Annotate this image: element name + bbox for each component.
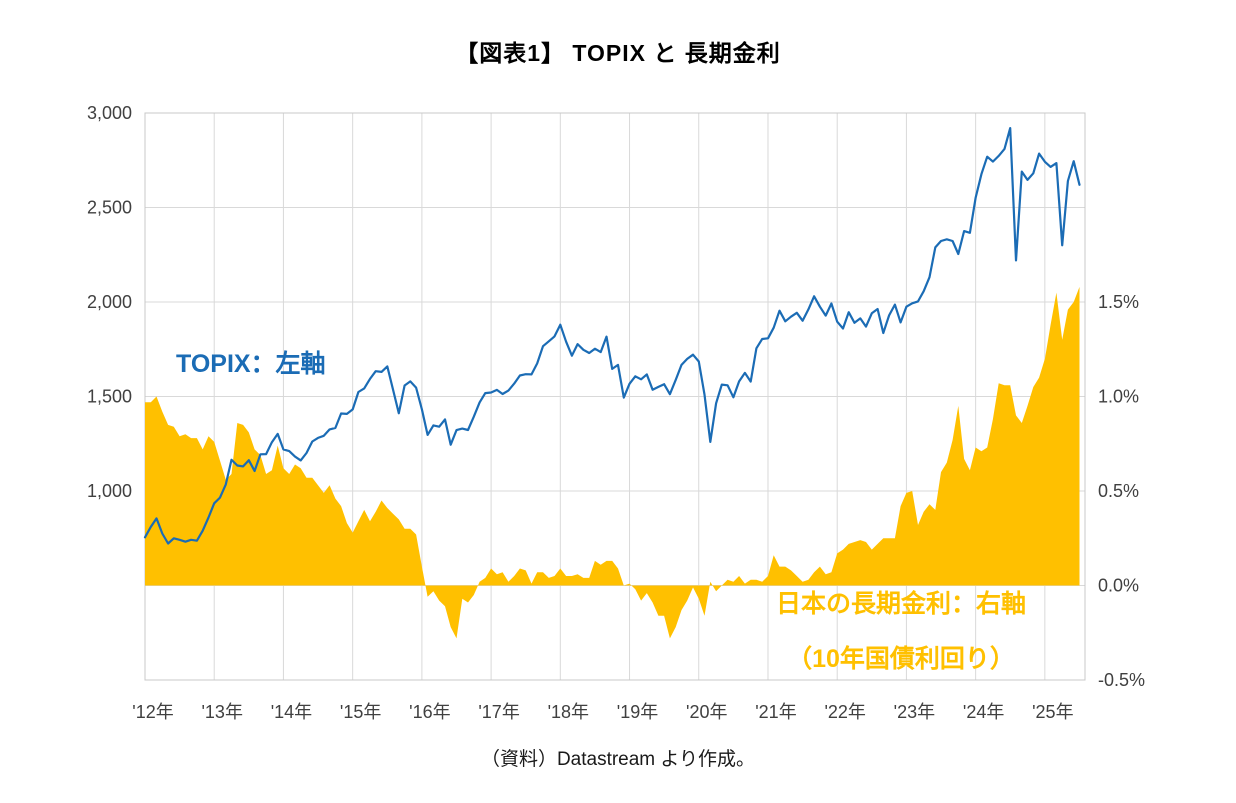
x-axis-tick-label: '21年 <box>755 702 796 722</box>
x-axis-tick-label: '17年 <box>478 702 519 722</box>
yield-series-label-line1: 日本の長期金利：右軸 <box>775 590 1026 618</box>
left-axis-tick-label: 1,500 <box>87 387 132 407</box>
yield-series-label-line2: （10年国債利回り） <box>787 645 1015 673</box>
x-axis-tick-label: '18年 <box>548 702 589 722</box>
x-axis-tick-label: '19年 <box>617 702 658 722</box>
x-axis-tick-label: '13年 <box>201 702 242 722</box>
x-axis-tick-label: '16年 <box>409 702 450 722</box>
x-axis-tick-label: '15年 <box>340 702 381 722</box>
topix-series-label: TOPIX：左軸 <box>176 350 326 378</box>
left-axis-tick-label: 2,500 <box>87 198 132 218</box>
left-axis-tick-label: 2,000 <box>87 292 132 312</box>
x-axis-tick-label: '12年 <box>132 702 173 722</box>
plot-border <box>144 112 1086 681</box>
x-axis-tick-label: '23年 <box>894 702 935 722</box>
right-axis-tick-label: 1.0% <box>1098 387 1139 407</box>
source-note: （資料）Datastream より作成。 <box>480 749 756 770</box>
left-axis-tick-label: 3,000 <box>87 103 132 123</box>
right-axis-tick-label: 0.0% <box>1098 576 1139 596</box>
x-axis-tick-label: '24年 <box>963 702 1004 722</box>
left-axis-tick-label: 1,000 <box>87 481 132 501</box>
x-axis-tick-label: '22年 <box>824 702 865 722</box>
x-axis-tick-label: '25年 <box>1032 702 1073 722</box>
right-axis-tick-label: 0.5% <box>1098 481 1139 501</box>
chart-title: 【図表1】 TOPIX と 長期金利 <box>455 40 781 66</box>
right-axis-tick-label: -0.5% <box>1098 670 1145 690</box>
topix-line-series <box>143 127 1081 545</box>
x-axis-tick-label: '14年 <box>271 702 312 722</box>
yield-area-series <box>145 286 1080 639</box>
x-axis-tick-label: '20年 <box>686 702 727 722</box>
right-axis-tick-label: 1.5% <box>1098 292 1139 312</box>
